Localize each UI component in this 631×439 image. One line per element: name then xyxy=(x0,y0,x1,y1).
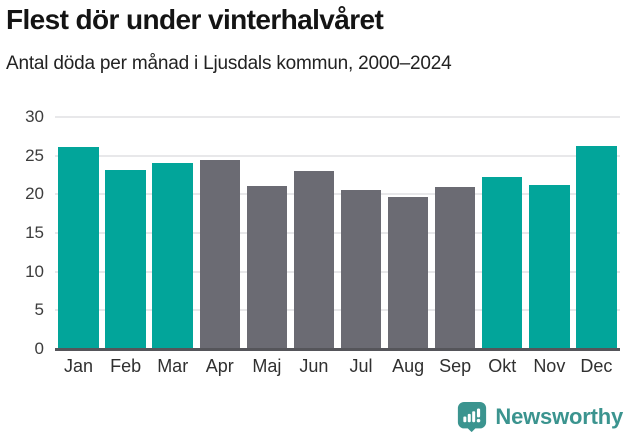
bar-jul xyxy=(340,190,382,349)
bar-column-jan xyxy=(55,117,102,349)
x-axis: Jan Feb Mar Apr Maj Jun Jul Aug Sep Okt Nov Dec xyxy=(55,356,620,377)
newsworthy-logo: Newsworthy xyxy=(457,401,623,432)
bars-container xyxy=(55,117,620,349)
x-tick-label-maj: Maj xyxy=(252,356,282,376)
x-tick-label-aug: Aug xyxy=(392,356,425,376)
y-tick-label: 10 xyxy=(25,261,44,281)
y-tick-label: 0 xyxy=(34,339,44,358)
newsworthy-logo-text: Newsworthy xyxy=(495,403,623,429)
x-tick-label-nov: Nov xyxy=(533,356,566,376)
bar-column-aug xyxy=(385,117,432,349)
gridline xyxy=(55,270,620,273)
gridline xyxy=(55,116,620,118)
bar-column-sep xyxy=(432,117,479,349)
x-tick-label-dec: Dec xyxy=(580,356,613,376)
x-tick-label-sep: Sep xyxy=(439,356,472,376)
gridline xyxy=(55,154,620,157)
bar-apr xyxy=(199,160,241,349)
gridline xyxy=(55,232,620,234)
bar-column-maj xyxy=(243,117,290,349)
bar-feb xyxy=(105,170,146,349)
chart-title: Flest dör under vinterhalvåret xyxy=(6,4,384,35)
x-tick-label-okt: Okt xyxy=(488,356,517,376)
bar-dec xyxy=(576,145,617,349)
bar-column-mar xyxy=(149,117,196,349)
bar-column-apr xyxy=(196,117,243,349)
chart-header: Flest dör under vinterhalvåret Antal död… xyxy=(6,0,627,75)
bar-mar xyxy=(152,162,193,349)
bar-sep xyxy=(434,187,476,349)
bar-jun xyxy=(293,171,335,349)
bar-okt xyxy=(482,177,523,349)
y-axis: 0 5 10 15 20 25 30 xyxy=(0,107,46,358)
bar-column-okt xyxy=(479,117,526,349)
gridline xyxy=(55,309,620,312)
bar-nov xyxy=(529,185,570,349)
bar-column-feb xyxy=(102,117,149,349)
plot-area xyxy=(55,116,620,351)
bar-aug xyxy=(387,197,429,349)
x-tick-label-jan: Jan xyxy=(64,356,94,376)
x-tick-label-mar: Mar xyxy=(157,356,189,376)
y-tick-label: 20 xyxy=(25,184,44,204)
y-tick-label: 30 xyxy=(25,107,44,126)
gridline xyxy=(55,193,620,196)
bar-column-jun xyxy=(290,117,337,349)
chart-subtitle: Antal döda per månad i Ljusdals kommun, … xyxy=(6,53,452,75)
y-tick-label: 15 xyxy=(25,223,44,242)
bar-jan xyxy=(58,147,99,349)
bar-chart-speech-bubble-icon xyxy=(458,401,487,432)
bar-column-dec xyxy=(573,117,620,349)
x-tick-label-feb: Feb xyxy=(110,356,142,376)
y-tick-label: 5 xyxy=(34,300,44,320)
x-tick-label-apr: Apr xyxy=(205,356,234,376)
x-tick-label-jun: Jun xyxy=(299,356,329,376)
bar-column-jul xyxy=(337,117,384,349)
bar-maj xyxy=(246,185,288,349)
y-tick-label: 25 xyxy=(25,145,44,165)
x-tick-label-jul: Jul xyxy=(349,356,373,376)
x-axis-line xyxy=(55,348,620,351)
bar-column-nov xyxy=(526,117,573,349)
